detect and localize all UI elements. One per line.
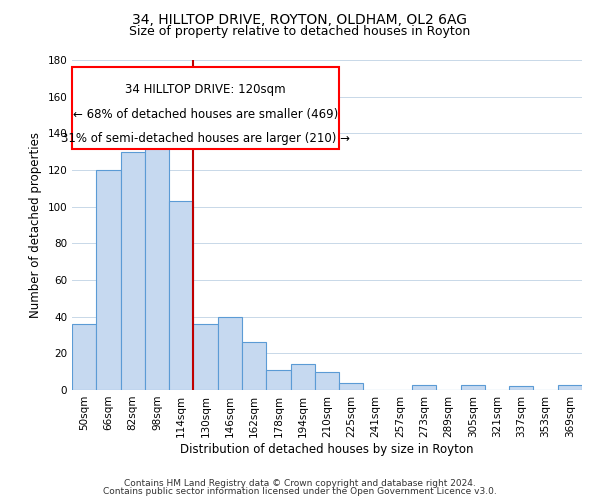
- Bar: [96, 170, 121, 390]
- Text: 34 HILLTOP DRIVE: 120sqm: 34 HILLTOP DRIVE: 120sqm: [125, 83, 286, 96]
- Text: 31% of semi-detached houses are larger (210) →: 31% of semi-detached houses are larger (…: [61, 132, 350, 145]
- Bar: [339, 382, 364, 390]
- Bar: [558, 384, 582, 390]
- Bar: [315, 372, 339, 390]
- Y-axis label: Number of detached properties: Number of detached properties: [29, 132, 42, 318]
- Text: 34, HILLTOP DRIVE, ROYTON, OLDHAM, OL2 6AG: 34, HILLTOP DRIVE, ROYTON, OLDHAM, OL2 6…: [133, 12, 467, 26]
- Bar: [290, 364, 315, 390]
- Bar: [218, 316, 242, 390]
- Bar: [145, 126, 169, 390]
- FancyBboxPatch shape: [72, 66, 339, 149]
- Bar: [72, 324, 96, 390]
- Bar: [266, 370, 290, 390]
- Text: ← 68% of detached houses are smaller (469): ← 68% of detached houses are smaller (46…: [73, 108, 338, 121]
- Bar: [412, 384, 436, 390]
- Bar: [193, 324, 218, 390]
- Bar: [461, 384, 485, 390]
- Bar: [121, 152, 145, 390]
- Text: Size of property relative to detached houses in Royton: Size of property relative to detached ho…: [130, 25, 470, 38]
- Text: Contains public sector information licensed under the Open Government Licence v3: Contains public sector information licen…: [103, 487, 497, 496]
- Bar: [509, 386, 533, 390]
- Bar: [169, 201, 193, 390]
- X-axis label: Distribution of detached houses by size in Royton: Distribution of detached houses by size …: [180, 442, 474, 456]
- Bar: [242, 342, 266, 390]
- Text: Contains HM Land Registry data © Crown copyright and database right 2024.: Contains HM Land Registry data © Crown c…: [124, 478, 476, 488]
